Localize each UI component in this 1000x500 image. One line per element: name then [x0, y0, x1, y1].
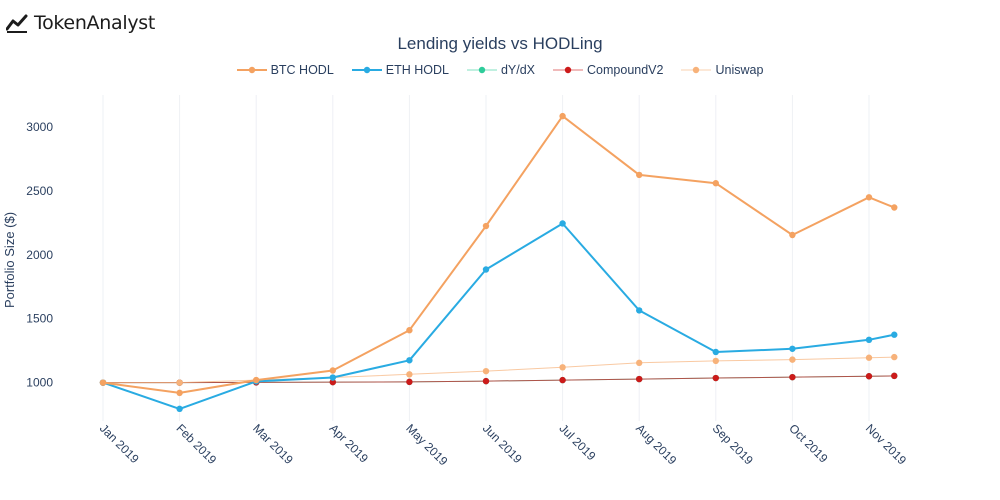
- y-axis-label: Portfolio Size ($): [2, 212, 17, 308]
- x-tick-label: Jun 2019: [480, 421, 525, 466]
- series-group: [99, 112, 898, 413]
- data-point: [406, 371, 413, 378]
- series-line: [102, 222, 895, 410]
- legend-swatch: [466, 66, 497, 74]
- data-point: [712, 374, 719, 382]
- legend-marker: [564, 66, 572, 74]
- data-point: [891, 372, 898, 380]
- legend-marker: [693, 66, 700, 74]
- data-point: [482, 266, 490, 273]
- legend-swatch: [681, 66, 712, 74]
- data-point: [712, 180, 719, 187]
- data-point: [99, 379, 107, 386]
- legend-label: CompoundV2: [587, 63, 664, 77]
- chart-title: Lending yields vs HODLing: [397, 34, 603, 53]
- x-tick-label: May 2019: [403, 421, 450, 468]
- data-point: [712, 357, 719, 365]
- data-point: [636, 375, 643, 383]
- data-point: [636, 307, 643, 314]
- y-tick-label: 2500: [26, 184, 53, 198]
- legend-marker: [363, 66, 370, 74]
- legend-swatch: [351, 66, 382, 74]
- x-tick-label: Mar 2019: [250, 421, 296, 467]
- brand-name: TokenAnalyst: [34, 12, 156, 34]
- x-axis-ticks: Jan 2019 Feb 2019 Mar 2019 Apr 2019 May 2019…: [97, 421, 909, 468]
- data-point: [636, 359, 643, 367]
- series-btc-hodl: [99, 112, 898, 397]
- legend-item[interactable]: BTC HODL: [236, 63, 334, 77]
- data-point: [891, 353, 898, 361]
- x-tick-label: Jan 2019: [97, 421, 142, 466]
- series-line: [103, 356, 895, 384]
- data-point: [329, 378, 336, 386]
- data-point: [865, 194, 873, 201]
- legend-swatch: [553, 66, 584, 74]
- chart-legend: BTC HODL ETH HODL dY/dX CompoundV2 Uniswap: [0, 63, 1000, 77]
- legend-label: ETH HODL: [385, 63, 449, 77]
- data-point: [789, 356, 796, 363]
- legend-label: BTC HODL: [270, 63, 334, 77]
- legend-item[interactable]: Uniswap: [681, 63, 763, 77]
- data-point: [176, 405, 183, 413]
- data-point: [559, 364, 566, 371]
- series-eth-hodl: [99, 220, 898, 413]
- series-line: [102, 115, 895, 394]
- data-point: [559, 220, 566, 227]
- data-point: [329, 374, 336, 381]
- legend-swatch: [236, 66, 267, 74]
- data-point: [789, 373, 796, 381]
- data-point: [865, 354, 873, 361]
- series-compoundv2: [99, 372, 898, 386]
- x-tick-label: Jul 2019: [556, 421, 598, 463]
- data-point: [482, 222, 490, 230]
- data-point: [891, 204, 898, 211]
- data-point: [559, 112, 566, 120]
- data-point: [176, 389, 183, 397]
- legend-label: Uniswap: [715, 63, 764, 77]
- y-tick-label: 2000: [26, 248, 53, 262]
- data-point: [406, 378, 413, 386]
- y-tick-label: 3000: [26, 120, 53, 134]
- data-point: [636, 171, 643, 179]
- data-point: [406, 357, 413, 364]
- x-tick-label: Oct 2019: [786, 421, 831, 466]
- grid-lines: [102, 95, 870, 421]
- data-point: [789, 231, 796, 239]
- series-dy-dx: [99, 372, 898, 386]
- data-point: [789, 345, 796, 352]
- legend-label: dY/dX: [500, 63, 536, 77]
- data-point: [406, 327, 413, 334]
- data-point: [482, 377, 490, 385]
- legend-marker: [478, 66, 486, 74]
- legend-marker: [248, 66, 255, 74]
- brand-logo: TokenAnalyst: [6, 9, 155, 37]
- data-point: [176, 379, 183, 386]
- y-tick-label: 1500: [26, 312, 53, 326]
- y-axis-ticks: 1000 1500 2000 2500 3000: [26, 120, 53, 390]
- data-point: [712, 348, 719, 356]
- data-point: [329, 367, 336, 374]
- legend-item[interactable]: ETH HODL: [351, 63, 449, 77]
- x-tick-label: Feb 2019: [173, 421, 219, 467]
- data-point: [559, 376, 566, 384]
- legend-item[interactable]: CompoundV2: [553, 63, 663, 77]
- x-tick-label: Aug 2019: [633, 421, 679, 467]
- x-tick-label: Nov 2019: [863, 421, 909, 467]
- data-point: [865, 336, 873, 344]
- legend-item[interactable]: dY/dX: [466, 63, 536, 77]
- x-tick-label: Sep 2019: [710, 421, 756, 467]
- data-point: [865, 373, 873, 380]
- y-tick-label: 1000: [26, 376, 53, 390]
- trend-line-icon: [6, 14, 28, 33]
- data-point: [253, 376, 260, 384]
- data-point: [482, 367, 490, 375]
- x-tick-label: Apr 2019: [327, 421, 372, 466]
- data-point: [891, 331, 898, 338]
